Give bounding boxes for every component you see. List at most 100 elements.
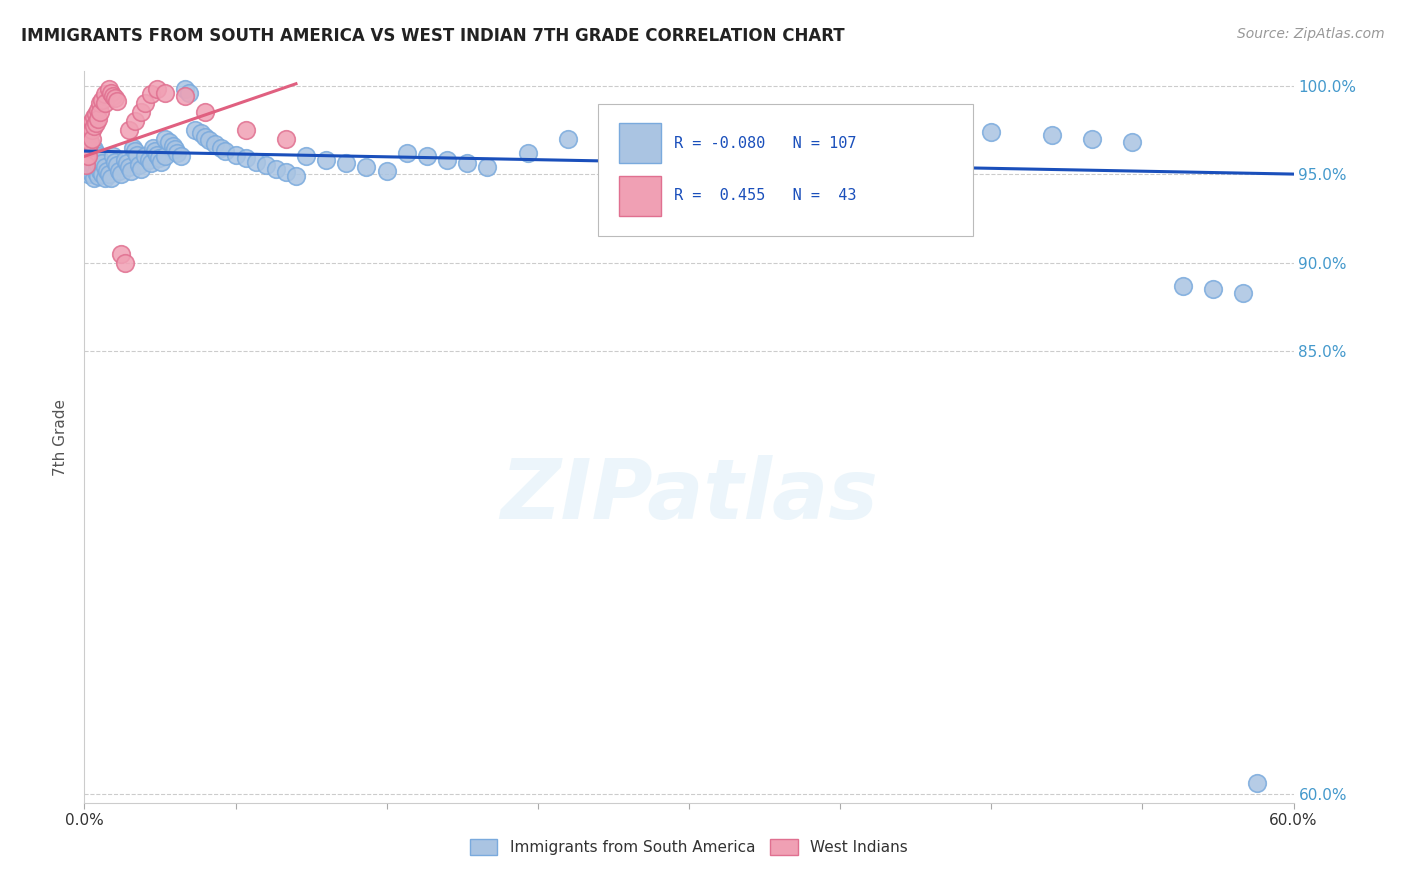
Point (194, 105, 217, 120)
Point (75, 140, 97, 154)
Point (101, 89, 124, 103)
Point (274, 131, 297, 145)
Point (87, 103, 110, 118)
Point (83, 142, 105, 156)
Point (1171, 278, 1194, 293)
Point (235, 151, 257, 165)
Point (146, 147, 169, 161)
Point (120, 163, 142, 178)
Point (174, 89, 197, 103)
Point (477, 160, 499, 174)
Point (214, 144, 236, 158)
Point (86, 154, 108, 169)
Point (79, 163, 101, 178)
Point (121, 140, 143, 154)
Point (89, 163, 111, 178)
Point (162, 138, 184, 153)
Point (315, 153, 337, 167)
Point (93, 170, 115, 185)
Point (79, 126, 101, 140)
Point (235, 123, 257, 137)
Bar (619, 122, 661, 163)
Point (91, 156, 114, 170)
Point (77, 140, 100, 154)
Y-axis label: 7th Grade: 7th Grade (53, 399, 69, 475)
Point (198, 133, 221, 147)
Point (82, 131, 104, 145)
Point (142, 140, 165, 154)
Point (83, 120, 105, 134)
Point (75, 158, 97, 172)
Point (82, 123, 104, 137)
Point (148, 151, 170, 165)
Point (82, 138, 104, 153)
Point (153, 86, 176, 100)
Point (79, 135, 101, 149)
Point (170, 149, 193, 163)
Point (1121, 135, 1143, 149)
Point (264, 161, 287, 176)
Point (107, 163, 129, 178)
Point (166, 145, 188, 160)
Point (436, 153, 458, 167)
Point (93, 160, 115, 174)
Point (77, 149, 100, 163)
Point (980, 125, 1002, 139)
Point (89, 105, 111, 120)
Point (285, 169, 308, 183)
Point (104, 154, 127, 169)
Point (91, 93, 114, 107)
Point (93, 87, 115, 102)
Point (456, 156, 478, 170)
Point (83, 151, 105, 165)
Point (89, 153, 111, 167)
Text: IMMIGRANTS FROM SOUTH AMERICA VS WEST INDIAN 7TH GRADE CORRELATION CHART: IMMIGRANTS FROM SOUTH AMERICA VS WEST IN… (21, 27, 845, 45)
Point (149, 154, 172, 169)
Point (105, 158, 128, 172)
Point (105, 95, 128, 109)
Point (134, 149, 156, 163)
Point (295, 149, 318, 163)
Point (100, 170, 122, 185)
Point (134, 96, 156, 111)
Point (194, 129, 217, 144)
Point (79, 118, 101, 132)
Point (77, 149, 100, 163)
Point (557, 131, 579, 145)
Point (77, 131, 100, 145)
Point (77, 158, 100, 172)
Point (75, 149, 97, 163)
Point (87, 112, 110, 127)
Point (77, 123, 100, 137)
Point (104, 91, 127, 105)
Point (139, 87, 162, 102)
Point (1040, 128, 1063, 142)
Point (1232, 285, 1254, 300)
Point (118, 160, 141, 174)
Point (75, 131, 97, 145)
Point (100, 86, 122, 100)
Point (77, 167, 100, 181)
Legend: Immigrants from South America, West Indians: Immigrants from South America, West Indi… (464, 833, 914, 861)
Point (96, 163, 118, 178)
Text: R =  0.455   N =  43: R = 0.455 N = 43 (675, 188, 856, 203)
Point (89, 96, 111, 111)
Point (143, 144, 166, 158)
Point (86, 145, 108, 160)
FancyBboxPatch shape (599, 104, 973, 235)
Text: ZIPatlas: ZIPatlas (501, 455, 877, 536)
Point (83, 111, 105, 125)
Point (82, 156, 104, 170)
Point (114, 153, 136, 167)
Point (87, 149, 110, 163)
Point (678, 142, 700, 156)
Point (225, 147, 247, 161)
Point (79, 135, 101, 149)
Point (86, 107, 108, 121)
Point (83, 160, 105, 174)
Point (165, 142, 187, 156)
Point (83, 170, 105, 185)
Point (274, 165, 297, 179)
Point (77, 140, 100, 154)
Point (190, 126, 212, 140)
